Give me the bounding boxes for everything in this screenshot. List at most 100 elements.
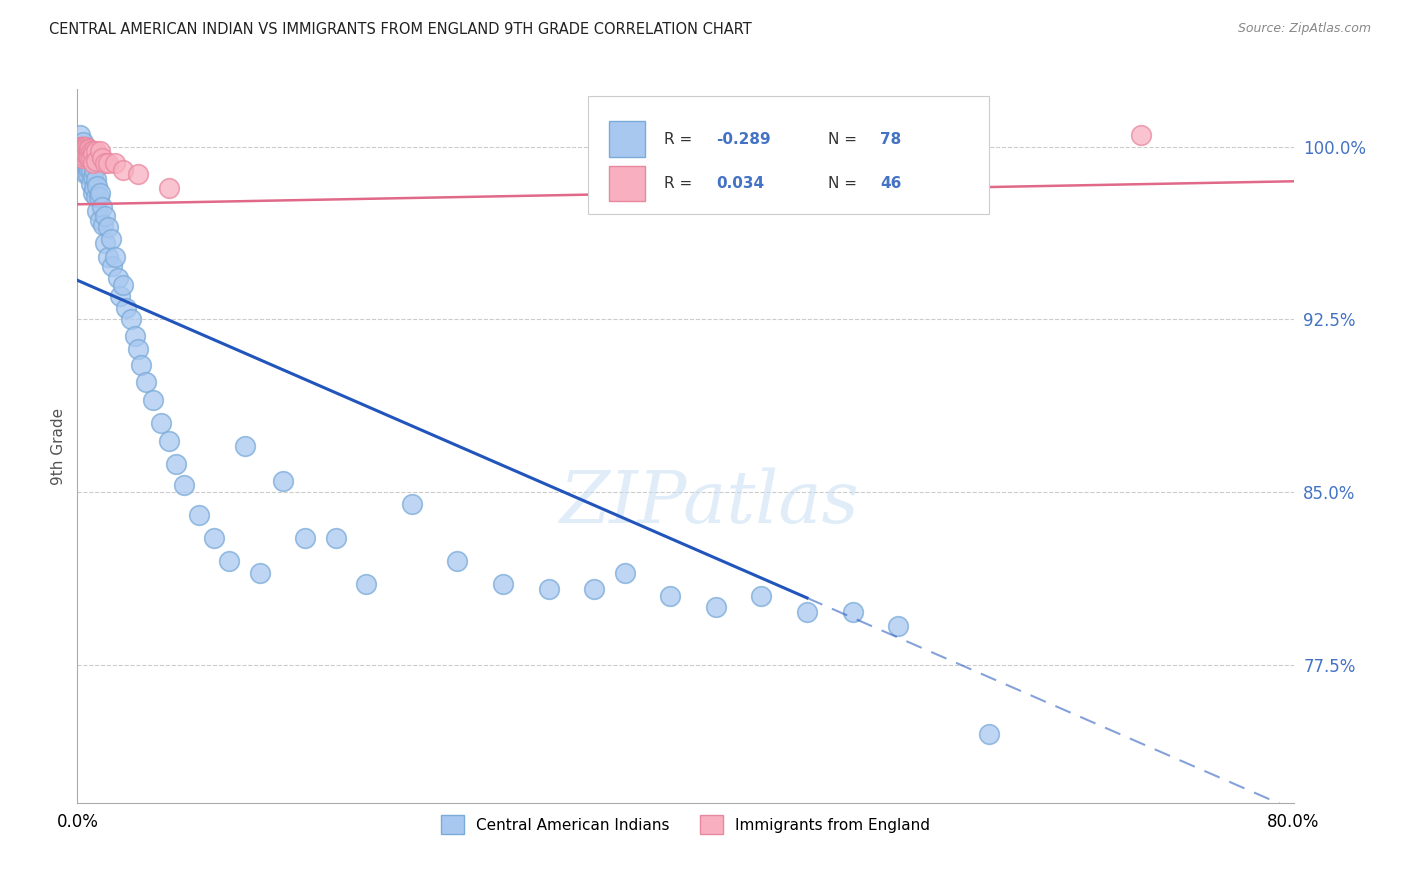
Point	[73, 146, 96, 161]
Point	[79, 162, 101, 177]
Point	[86, 204, 108, 219]
Point	[1130, 128, 1153, 143]
Point	[77, 145, 100, 159]
Point	[751, 589, 773, 603]
Point	[83, 162, 105, 177]
FancyBboxPatch shape	[609, 166, 645, 202]
Point	[69, 140, 91, 154]
Point	[91, 218, 114, 232]
Point	[446, 554, 468, 568]
Text: 46: 46	[880, 176, 901, 191]
Point	[79, 146, 101, 161]
Point	[173, 478, 195, 492]
Point	[82, 169, 104, 184]
Point	[135, 375, 157, 389]
Point	[70, 146, 93, 161]
Point	[142, 392, 165, 407]
Point	[294, 531, 316, 545]
Point	[70, 145, 93, 159]
Point	[84, 172, 107, 186]
Point	[70, 140, 93, 154]
Point	[233, 439, 256, 453]
Point	[75, 142, 97, 156]
Point	[72, 149, 94, 163]
Point	[82, 145, 104, 159]
Point	[704, 600, 727, 615]
Point	[492, 577, 515, 591]
Point	[89, 145, 111, 159]
Point	[271, 474, 294, 488]
Text: N =: N =	[828, 176, 862, 191]
Y-axis label: 9th Grade: 9th Grade	[51, 408, 66, 484]
Point	[69, 145, 91, 159]
Point	[89, 186, 111, 200]
Point	[77, 145, 100, 159]
Text: R =: R =	[664, 176, 702, 191]
Point	[325, 531, 347, 545]
Point	[77, 153, 100, 168]
FancyBboxPatch shape	[609, 121, 645, 157]
Point	[79, 149, 101, 163]
Point	[202, 531, 225, 545]
Point	[107, 271, 129, 285]
Point	[83, 181, 105, 195]
Point	[72, 145, 94, 159]
Point	[104, 156, 127, 170]
Point	[77, 149, 100, 163]
Point	[77, 167, 100, 181]
Point	[841, 605, 863, 619]
Point	[86, 178, 108, 193]
Point	[97, 250, 120, 264]
Point	[659, 589, 682, 603]
Point	[73, 158, 96, 172]
Point	[108, 289, 131, 303]
Point	[89, 213, 111, 227]
Text: R =: R =	[664, 132, 696, 146]
Point	[979, 727, 1001, 741]
Point	[127, 343, 149, 357]
Point	[80, 145, 103, 159]
Point	[75, 156, 97, 170]
Point	[70, 140, 93, 154]
Text: Source: ZipAtlas.com: Source: ZipAtlas.com	[1237, 22, 1371, 36]
Point	[80, 151, 103, 165]
Point	[87, 190, 110, 204]
Point	[157, 434, 180, 449]
Point	[100, 232, 122, 246]
Point	[583, 582, 606, 596]
Text: -0.289: -0.289	[716, 132, 770, 146]
Point	[104, 250, 127, 264]
Point	[69, 140, 91, 154]
Point	[127, 167, 149, 181]
Point	[72, 146, 94, 161]
Point	[73, 145, 96, 159]
Point	[796, 605, 818, 619]
Legend: Central American Indians, Immigrants from England: Central American Indians, Immigrants fro…	[433, 807, 938, 841]
Point	[75, 140, 97, 154]
Point	[69, 128, 91, 143]
Point	[120, 312, 142, 326]
Point	[165, 458, 187, 472]
Point	[72, 140, 94, 154]
Point	[72, 135, 94, 149]
Point	[72, 145, 94, 159]
Point	[72, 142, 94, 156]
Point	[90, 151, 112, 165]
Point	[82, 156, 104, 170]
Point	[70, 140, 93, 154]
Point	[84, 145, 107, 159]
Point	[79, 142, 101, 156]
Point	[354, 577, 377, 591]
Point	[70, 145, 93, 159]
Point	[82, 156, 104, 170]
Point	[73, 140, 96, 154]
Text: ZIPatlas: ZIPatlas	[560, 467, 859, 539]
Point	[115, 301, 138, 315]
Point	[80, 151, 103, 165]
Point	[93, 156, 115, 170]
Point	[111, 162, 134, 177]
Point	[93, 236, 115, 251]
Point	[188, 508, 211, 522]
Point	[129, 359, 152, 373]
Point	[149, 416, 172, 430]
